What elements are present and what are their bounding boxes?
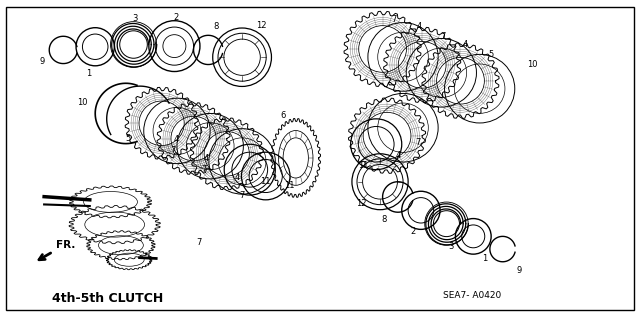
Text: 10: 10	[527, 60, 537, 69]
Text: 7: 7	[239, 190, 244, 200]
Text: 7: 7	[201, 166, 207, 174]
Text: 9: 9	[516, 266, 522, 275]
Text: 7: 7	[415, 137, 420, 146]
Text: 3: 3	[132, 14, 138, 23]
Text: 4th-5th CLUTCH: 4th-5th CLUTCH	[52, 292, 164, 305]
Text: 12: 12	[256, 21, 266, 30]
Text: SEA7- A0420: SEA7- A0420	[443, 291, 501, 300]
Text: 5: 5	[126, 134, 131, 143]
Text: 10: 10	[77, 98, 88, 107]
Text: 7: 7	[440, 32, 445, 41]
Text: 2: 2	[411, 227, 416, 236]
Text: 4: 4	[204, 154, 209, 163]
Text: 2: 2	[173, 13, 179, 22]
Text: 9: 9	[40, 56, 45, 65]
Text: 11: 11	[358, 161, 369, 170]
Text: 1: 1	[86, 69, 92, 78]
Text: 1: 1	[482, 254, 488, 263]
Text: 4: 4	[234, 173, 239, 182]
Text: 4: 4	[463, 40, 468, 49]
Text: 11: 11	[284, 181, 294, 190]
Text: 7: 7	[392, 15, 397, 24]
Text: 7: 7	[170, 146, 176, 155]
Text: 7: 7	[196, 238, 202, 247]
Text: 4: 4	[173, 135, 179, 144]
Text: 11: 11	[260, 177, 271, 186]
Text: 6: 6	[280, 111, 285, 120]
Text: 8: 8	[214, 22, 220, 31]
Text: 8: 8	[381, 215, 387, 224]
Text: 4: 4	[396, 151, 401, 160]
Text: FR.: FR.	[56, 240, 75, 250]
Text: 5: 5	[488, 49, 494, 59]
Text: 3: 3	[448, 242, 454, 251]
Text: 4: 4	[417, 22, 422, 31]
Text: 12: 12	[356, 199, 367, 208]
